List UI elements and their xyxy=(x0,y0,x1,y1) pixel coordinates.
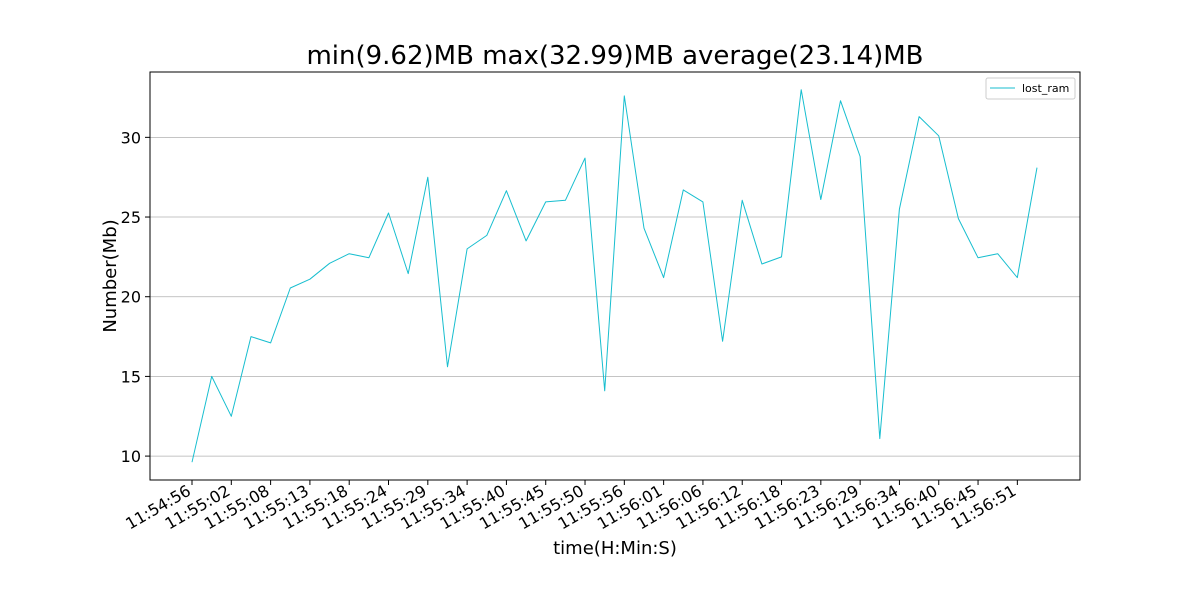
legend-box xyxy=(985,77,1076,100)
y-tick-label: 15 xyxy=(121,367,141,386)
y-tick-label: 20 xyxy=(121,288,141,307)
y-axis: 10 15 20 25 30 xyxy=(121,128,150,466)
x-axis-label: time(H:Min:S) xyxy=(553,538,677,559)
y-axis-label: Number(Mb) xyxy=(100,219,121,332)
y-tick-label: 10 xyxy=(121,447,141,466)
y-tick-label: 25 xyxy=(121,208,141,227)
x-axis: 11:54:5611:55:0211:55:0811:55:1311:55:18… xyxy=(122,480,1019,533)
plot-area xyxy=(191,89,1038,463)
legend: lost_ram xyxy=(985,77,1076,100)
series-line-lost-ram xyxy=(191,89,1038,463)
y-tick-label: 30 xyxy=(121,128,141,147)
grid-lines xyxy=(150,136,1080,457)
legend-label: lost_ram xyxy=(1022,82,1069,95)
plot-frame xyxy=(149,71,1081,481)
chart-title: min(9.62)MB max(32.99)MB average(23.14)M… xyxy=(306,41,923,71)
